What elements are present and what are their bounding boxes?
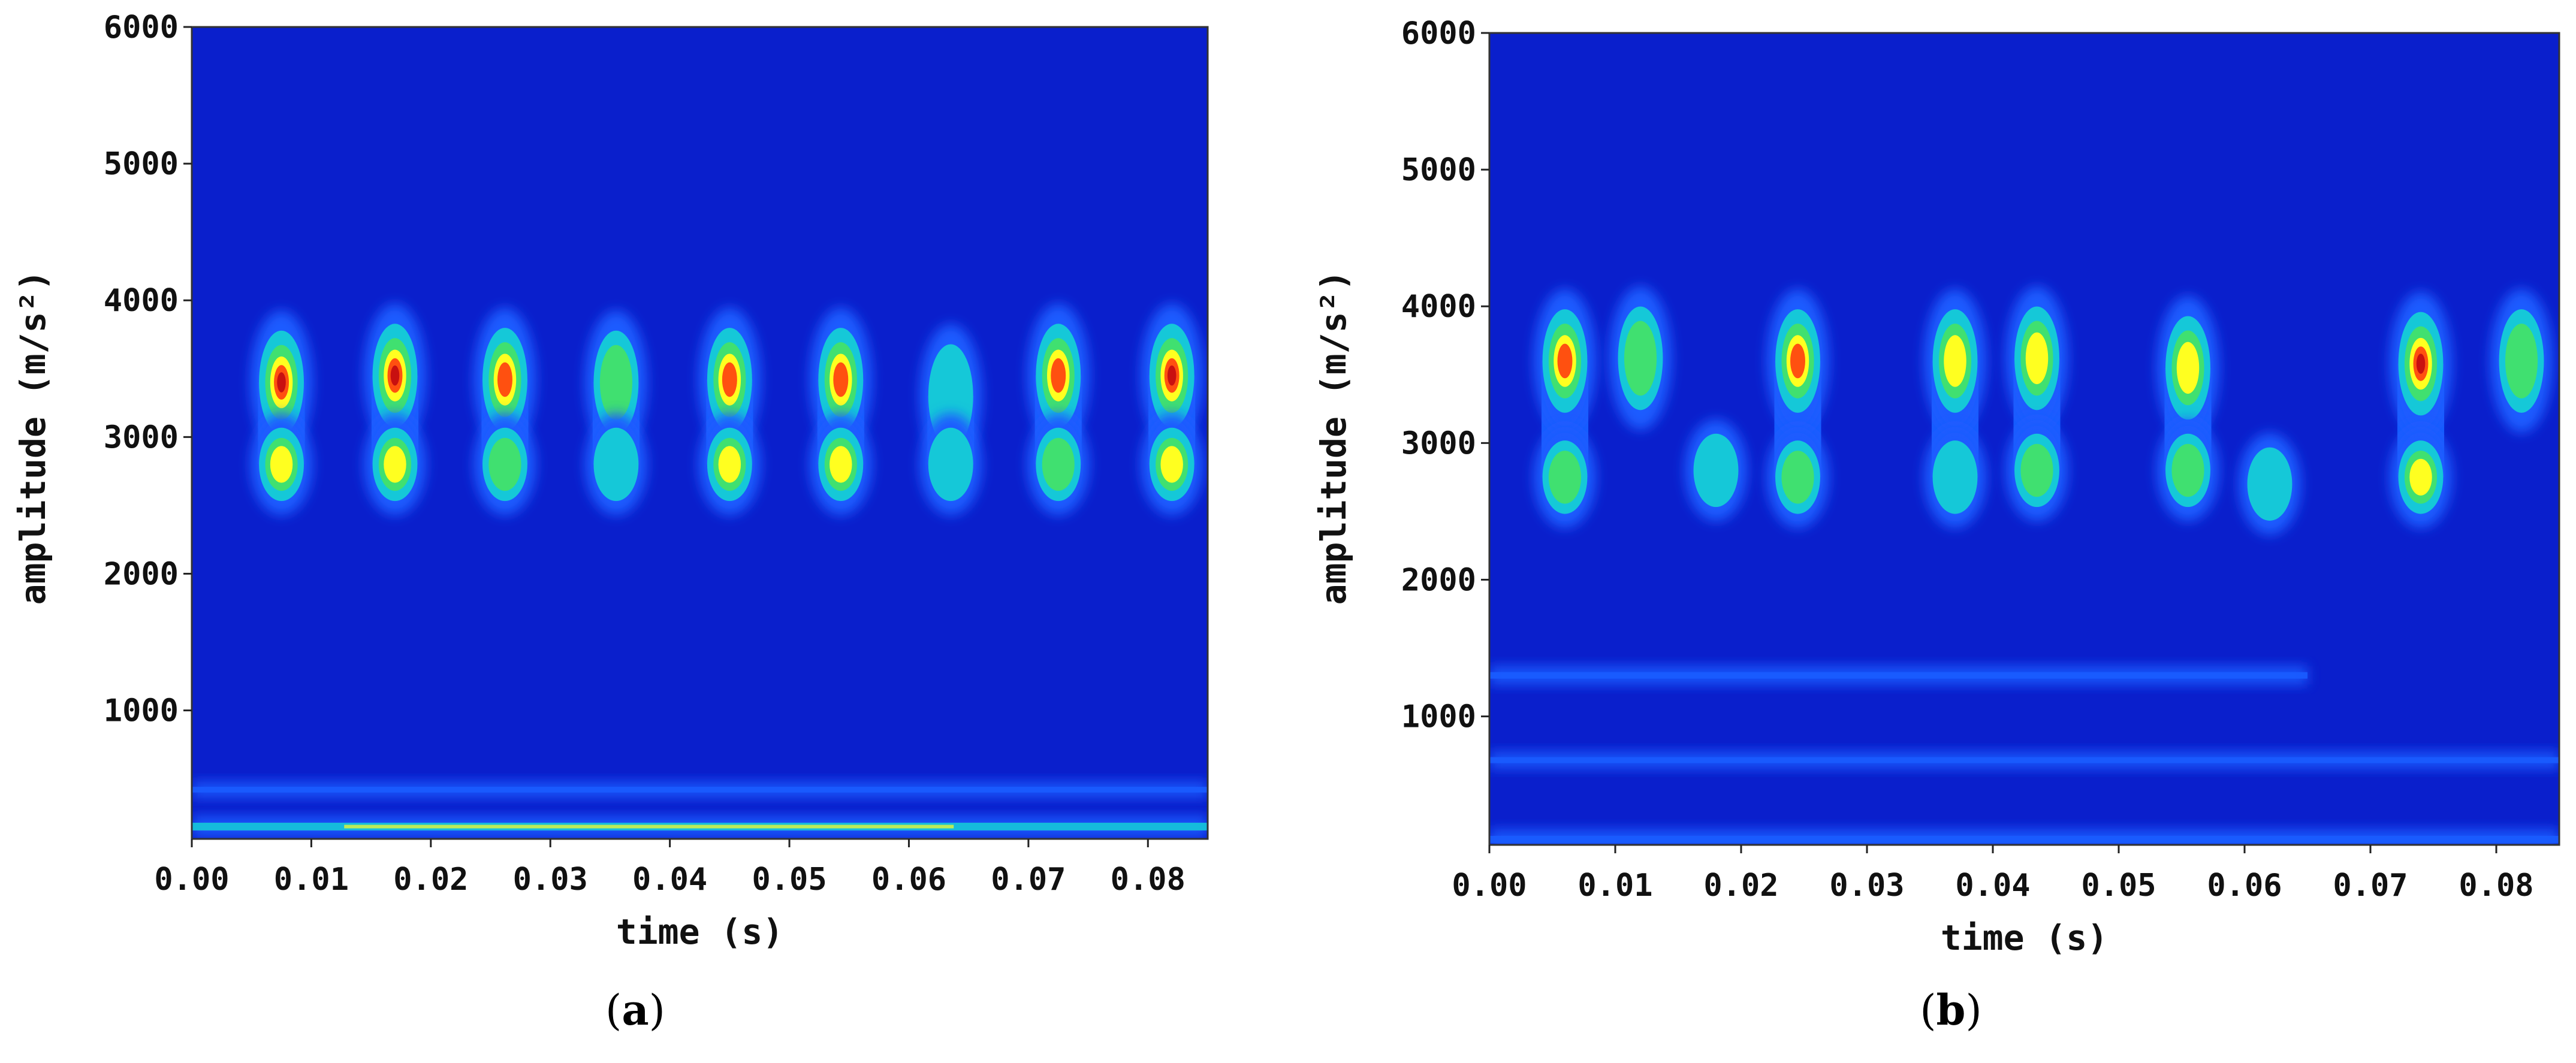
plot-frame (1488, 32, 2560, 846)
blob-mark (1766, 289, 1829, 529)
blob-mark (1609, 286, 1672, 430)
heatmap-area (1489, 286, 2559, 845)
y-tick-label: 2000 (104, 556, 179, 592)
x-tick-label: 0.03 (1829, 868, 1904, 904)
y-tick-label: 3000 (1401, 425, 1476, 461)
x-tick-label: 0.08 (2459, 868, 2533, 904)
panel-letter: a (622, 985, 648, 1035)
y-axis-label: amplitude (m/s²) (1313, 270, 1354, 605)
x-tick-label: 0.02 (393, 862, 468, 898)
y-tick-label: 4000 (1401, 289, 1476, 325)
blob-mark (2490, 289, 2553, 433)
y-tick-label: 6000 (1401, 16, 1476, 52)
x-tick-label: 0.07 (991, 862, 1066, 898)
x-tick-label: 0.05 (752, 862, 827, 898)
y-tick-label: 2000 (1401, 562, 1476, 598)
panel-label: (a) (605, 985, 665, 1035)
blob-mark (698, 307, 761, 515)
plot-frame (191, 26, 1209, 840)
blob-mark (584, 310, 647, 515)
x-tick-label: 0.05 (2081, 868, 2156, 904)
band-core (192, 787, 1208, 793)
band-peak (344, 825, 954, 829)
band-core (1489, 835, 2559, 843)
blob-mark (1924, 289, 1986, 529)
heatmap-area (192, 303, 1208, 838)
y-tick-label: 1000 (104, 693, 179, 729)
panel-letter: b (1936, 985, 1966, 1035)
blob-mark (919, 324, 982, 515)
x-tick-label: 0.02 (1703, 868, 1778, 904)
x-tick-label: 0.06 (2207, 868, 2282, 904)
panel-a: 1000 2000 3000 4000 5000 6000 0.00 0.01 0.02 0.03… (13, 10, 1209, 1035)
y-axis-label: amplitude (m/s²) (13, 270, 53, 605)
x-tick-label: 0.01 (1577, 868, 1652, 904)
y-tick-label: 3000 (104, 419, 179, 455)
blob-mark (1141, 303, 1203, 515)
x-axis-label: time (s) (1941, 917, 2108, 958)
y-tick-label: 5000 (104, 146, 179, 182)
x-tick-label: 0.06 (871, 862, 946, 898)
x-tick-label: 0.00 (154, 862, 229, 898)
y-tick-label: 1000 (1401, 699, 1476, 735)
blob-mark (2156, 295, 2219, 521)
panel-b: 1000 2000 3000 4000 5000 6000 0.00 0.01 0.02 0.03… (1313, 16, 2560, 1035)
x-tick-label: 0.04 (1955, 868, 2030, 904)
y-tick-label: 5000 (1401, 152, 1476, 188)
x-tick-label: 0.07 (2333, 868, 2408, 904)
panel-label: (b) (1920, 985, 1982, 1035)
band-core (1489, 757, 2559, 763)
blob-mark (2390, 292, 2452, 529)
x-tick-label: 0.01 (274, 862, 349, 898)
blob-mark (364, 303, 426, 515)
y-tick-label: 6000 (104, 10, 179, 46)
blob-mark (250, 310, 313, 515)
x-tick-label: 0.00 (1452, 868, 1527, 904)
y-tick-label: 4000 (104, 283, 179, 319)
blob-mark (473, 307, 536, 515)
x-axis-label: time (s) (616, 911, 783, 952)
blob-mark (1685, 419, 1747, 521)
blob-mark (1027, 303, 1090, 515)
blob-mark (2005, 286, 2068, 521)
x-tick-label: 0.04 (632, 862, 707, 898)
x-tick-label: 0.03 (513, 862, 588, 898)
blob-mark (809, 307, 872, 515)
band-core (1489, 672, 2307, 679)
blob-mark (2239, 433, 2301, 535)
blob-mark (1534, 289, 1596, 529)
x-tick-label: 0.08 (1111, 862, 1186, 898)
